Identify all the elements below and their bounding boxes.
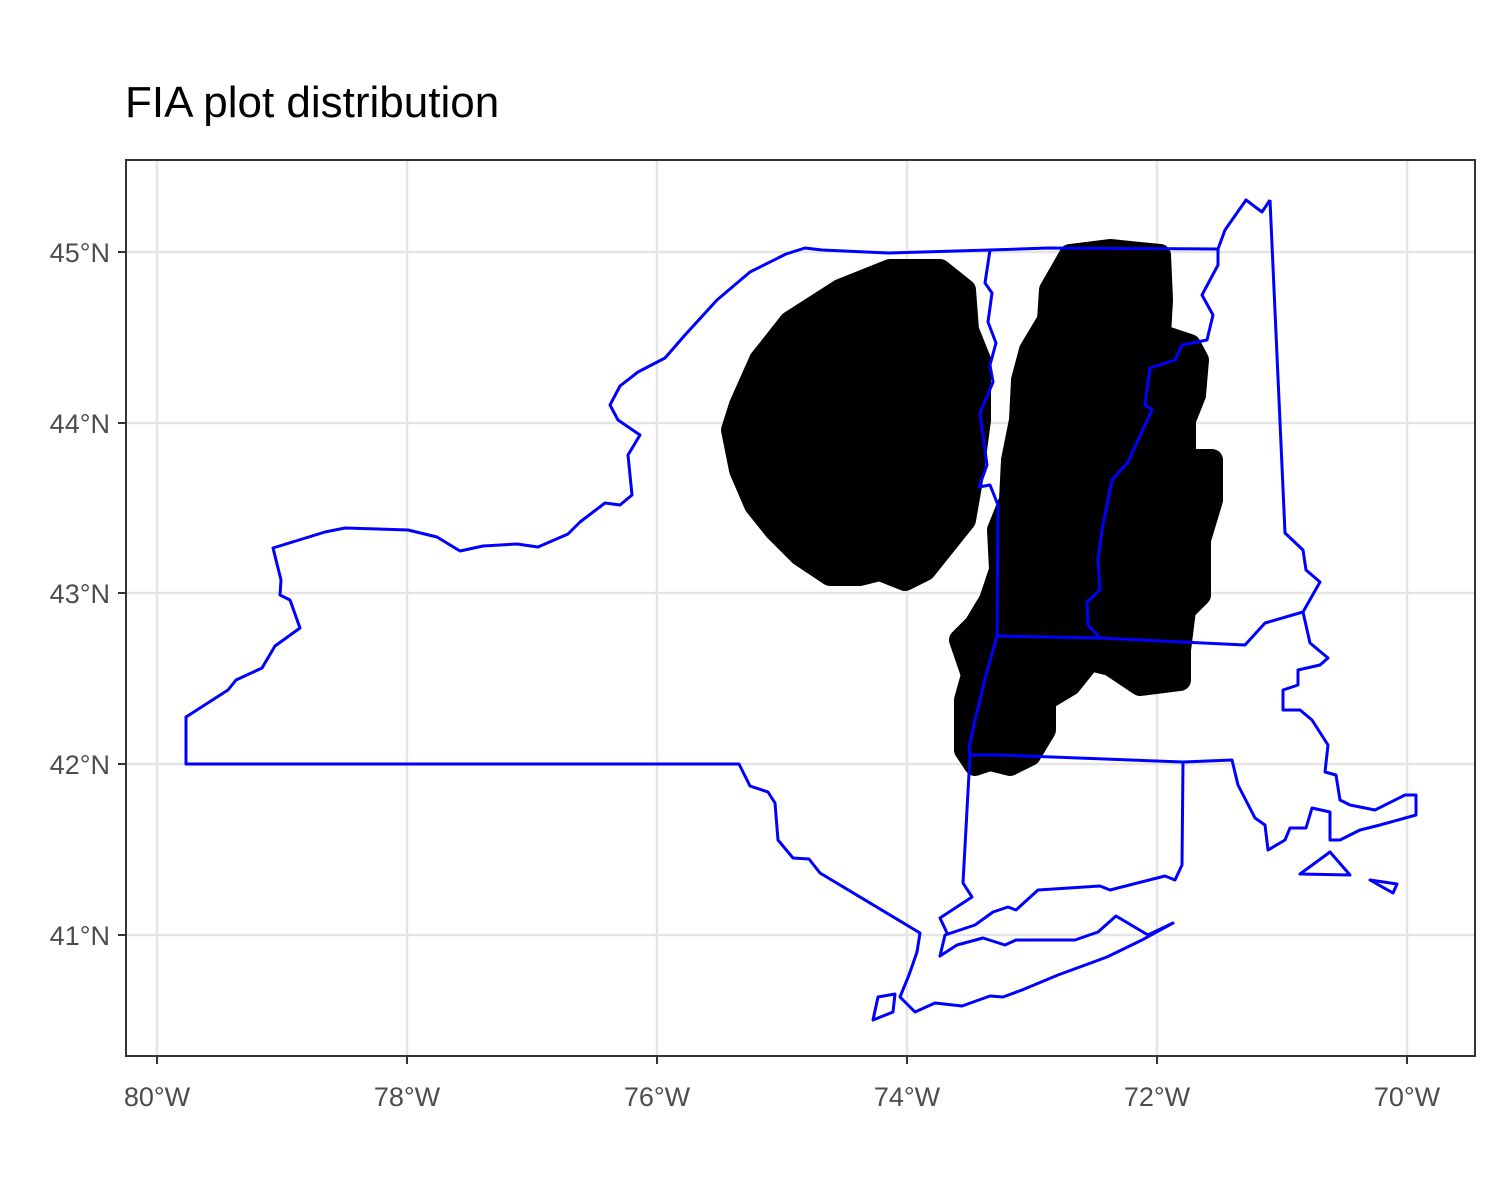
y-axis-labels: 45°N 44°N 43°N 42°N 41°N — [50, 238, 110, 951]
boundary-massachusetts — [996, 199, 1322, 647]
x-tick-label: 74°W — [874, 1082, 941, 1112]
state-boundaries — [184, 198, 1418, 1022]
y-tick-label: 41°N — [50, 921, 110, 951]
y-tick-label: 45°N — [50, 238, 110, 268]
boundary-ma-ri-coast — [1182, 611, 1418, 852]
boundary-vermont-nh — [1085, 249, 1220, 640]
x-tick-label: 72°W — [1124, 1082, 1191, 1112]
points-adirondacks — [721, 259, 991, 591]
boundary-maine-nh — [1216, 198, 1272, 250]
x-tick-label: 80°W — [124, 1082, 191, 1112]
x-axis-ticks — [156, 1056, 1408, 1064]
boundary-marthas-vineyard — [1368, 878, 1399, 895]
x-axis-labels: 80°W 78°W 76°W 74°W 72°W 70°W — [124, 1082, 1441, 1112]
panel-border — [125, 159, 1476, 1057]
y-tick-label: 42°N — [50, 750, 110, 780]
boundary-new-york — [184, 246, 1219, 1014]
x-tick-label: 78°W — [374, 1082, 441, 1112]
map-title: FIA plot distribution — [125, 78, 500, 127]
x-tick-label: 76°W — [624, 1082, 691, 1112]
boundary-nantucket — [1298, 850, 1352, 877]
fia-plot-points — [721, 239, 1223, 776]
boundary-staten-island — [871, 992, 897, 1022]
x-tick-label: 70°W — [1374, 1082, 1441, 1112]
y-tick-label: 43°N — [50, 579, 110, 609]
boundary-ny-vermont — [967, 249, 1000, 756]
gridlines — [126, 160, 1475, 1056]
y-axis-ticks — [118, 251, 126, 936]
y-tick-label: 44°N — [50, 409, 110, 439]
